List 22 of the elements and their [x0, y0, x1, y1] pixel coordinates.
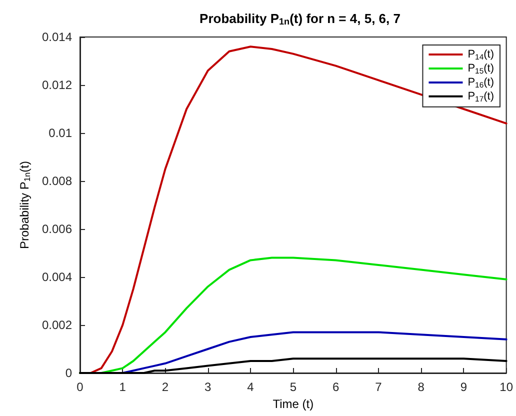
x-tick-label: 6 [332, 380, 340, 394]
y-axis-title: Probability P1n(t) [17, 160, 32, 250]
y-tick-label: 0.01 [48, 126, 72, 140]
x-tick-label: 1 [119, 380, 126, 394]
y-tick-label: 0.014 [42, 30, 72, 44]
x-tick-label: 10 [500, 380, 514, 394]
x-axis-title: Time (t) [272, 396, 314, 411]
x-tick-label: 7 [375, 380, 382, 394]
y-tick-label: 0 [65, 366, 72, 380]
y-tick-label: 0.012 [42, 78, 72, 92]
x-tick-label: 4 [247, 380, 254, 394]
chart-title: Probability P1n(t) for n = 4, 5, 6, 7 [200, 10, 400, 26]
x-tick-label: 5 [290, 380, 297, 394]
y-tick-label: 0.006 [42, 222, 72, 236]
y-tick-label: 0.008 [42, 174, 72, 188]
x-tick-label: 2 [162, 380, 169, 394]
y-tick-label: 0.002 [42, 318, 72, 332]
y-tick-label: 0.004 [42, 270, 72, 284]
x-tick-label: 0 [76, 380, 84, 394]
x-tick-label: 3 [204, 380, 212, 394]
x-tick-label: 8 [418, 380, 425, 394]
x-tick-label: 9 [460, 380, 468, 394]
